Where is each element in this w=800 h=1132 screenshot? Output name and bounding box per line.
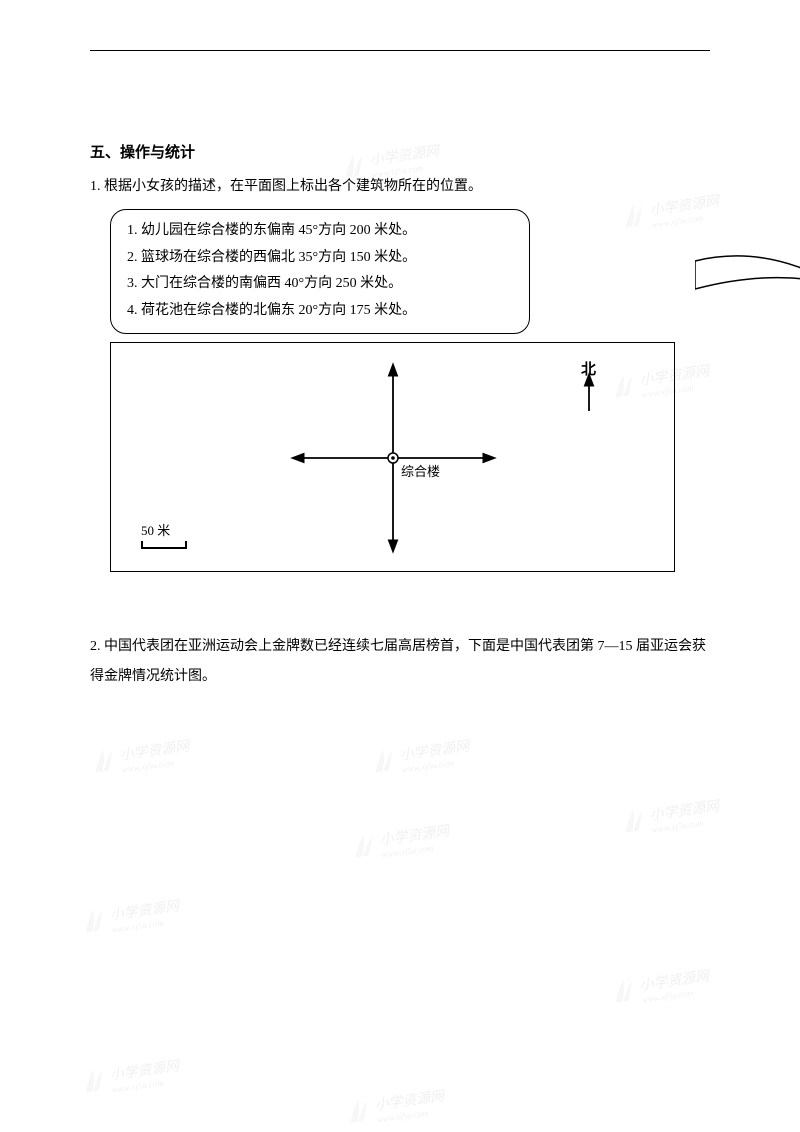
speech-tail-icon — [695, 249, 800, 299]
map-diagram: 综合楼 北 50 米 — [110, 342, 675, 572]
speech-bubble-container: 1. 幼儿园在综合楼的东偏南 45°方向 200 米处。 2. 篮球场在综合楼的… — [110, 209, 710, 333]
watermark-icon: 小学资源网 www.xj5u.com — [118, 735, 191, 774]
bubble-item-3: 3. 大门在综合楼的南偏西 40°方向 250 米处。 — [127, 271, 513, 298]
watermark-icon: 小学资源网 www.xj5u.com — [108, 895, 181, 934]
scale-bar-line — [141, 541, 187, 549]
bubble-item-4: 4. 荷花池在综合楼的北偏东 20°方向 175 米处。 — [127, 298, 513, 325]
speech-bubble: 1. 幼儿园在综合楼的东偏南 45°方向 200 米处。 2. 篮球场在综合楼的… — [110, 209, 530, 333]
watermark-icon: 小学资源网 www.xj5u.com — [378, 820, 451, 859]
q2-prompt: 2. 中国代表团在亚洲运动会上金牌数已经连续七届高居榜首，下面是中国代表团第 7… — [90, 632, 710, 694]
north-label: 北 — [581, 358, 596, 379]
scale-label: 50 米 — [141, 520, 187, 539]
watermark-icon: 小学资源网 www.xj5u.com — [108, 1055, 181, 1094]
scale-bar: 50 米 — [141, 520, 187, 549]
watermark-icon: 小学资源网 www.xj5u.com — [638, 965, 711, 1004]
watermark-icon: 小学资源网 www.xj5u.com — [373, 1085, 446, 1124]
q1-prompt: 1. 根据小女孩的描述，在平面图上标出各个建筑物所在的位置。 — [90, 174, 710, 199]
watermark-icon: 小学资源网 www.xj5u.com — [648, 795, 721, 834]
section-header: 五、操作与统计 — [90, 141, 710, 162]
bubble-item-2: 2. 篮球场在综合楼的西偏北 35°方向 150 米处。 — [127, 245, 513, 272]
center-label: 综合楼 — [401, 461, 440, 480]
watermark-icon: 小学资源网 www.xj5u.com — [398, 735, 471, 774]
bubble-item-1: 1. 幼儿园在综合楼的东偏南 45°方向 200 米处。 — [127, 218, 513, 245]
top-divider — [90, 50, 710, 51]
